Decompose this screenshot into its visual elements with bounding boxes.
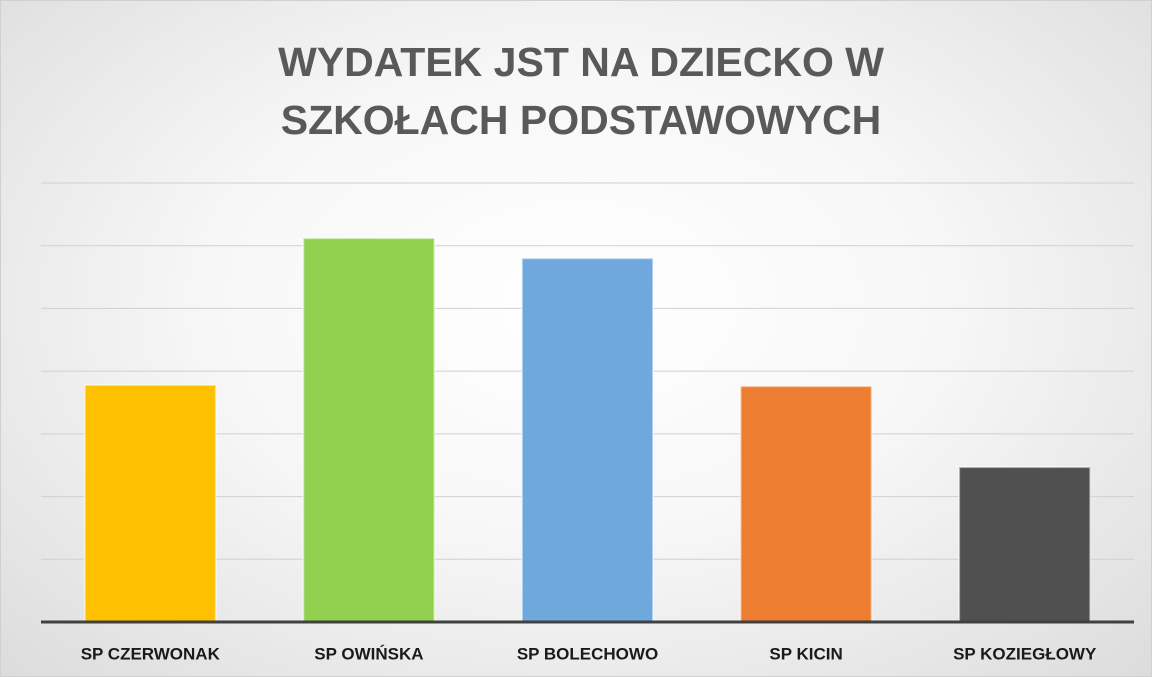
bar — [83, 383, 217, 623]
x-tick-label: SP KOZIEGŁOWY — [953, 644, 1097, 663]
chart-title: WYDATEK JST NA DZIECKO W SZKOŁACH PODSTA… — [278, 39, 884, 143]
bar — [958, 466, 1092, 623]
bar — [520, 257, 655, 623]
bar — [739, 385, 873, 623]
x-tick-label: SP CZERWONAK — [81, 644, 221, 663]
x-tick-label: SP BOLECHOWO — [517, 644, 658, 663]
x-tick-label: SP OWIŃSKA — [314, 644, 423, 663]
x-tick-label: SP KICIN — [769, 644, 842, 663]
bar — [302, 237, 436, 623]
